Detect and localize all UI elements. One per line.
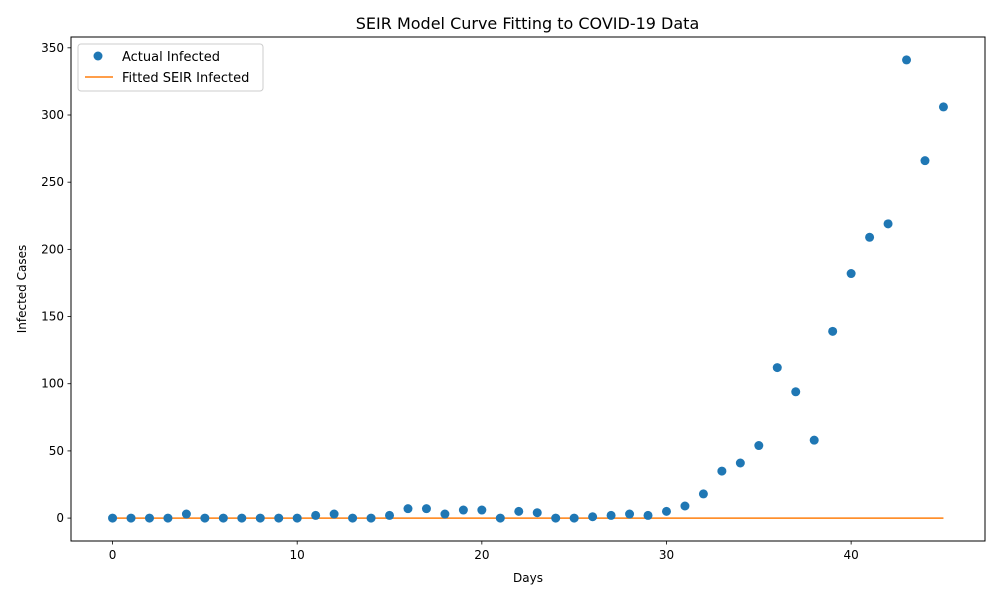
x-tick-label: 30	[659, 548, 674, 562]
y-tick-label: 250	[41, 175, 64, 189]
data-point-actual-infected	[828, 326, 838, 336]
data-point-actual-infected	[385, 510, 395, 520]
data-point-actual-infected	[569, 513, 579, 523]
data-point-actual-infected	[403, 504, 413, 514]
legend-label-actual-infected: Actual Infected	[122, 50, 220, 65]
legend-box	[77, 43, 264, 92]
legend-label-fitted-seir: Fitted SEIR Infected	[122, 71, 249, 86]
data-point-actual-infected	[292, 513, 302, 523]
data-point-actual-infected	[532, 508, 542, 518]
data-point-actual-infected	[311, 510, 321, 520]
data-point-actual-infected	[717, 466, 727, 476]
data-point-actual-infected	[625, 509, 635, 519]
data-point-actual-infected	[735, 458, 745, 468]
data-point-actual-infected	[255, 513, 265, 523]
data-point-actual-infected	[108, 513, 118, 523]
data-point-actual-infected	[181, 509, 191, 519]
x-tick-label: 20	[474, 548, 489, 562]
data-point-actual-infected	[698, 489, 708, 499]
y-tick-label: 100	[41, 377, 64, 391]
data-point-actual-infected	[754, 441, 764, 451]
data-point-actual-infected	[237, 513, 247, 523]
data-point-actual-infected	[846, 269, 856, 279]
data-point-actual-infected	[200, 513, 210, 523]
data-point-actual-infected	[680, 501, 690, 511]
data-point-actual-infected	[495, 513, 505, 523]
x-tick-label: 10	[290, 548, 305, 562]
data-point-actual-infected	[883, 219, 893, 229]
legend-marker-actual-infected	[93, 51, 103, 61]
data-point-actual-infected	[865, 232, 875, 242]
data-point-actual-infected	[902, 55, 912, 65]
data-point-actual-infected	[809, 435, 819, 445]
data-point-actual-infected	[551, 513, 561, 523]
x-tick-label: 40	[843, 548, 858, 562]
plot-area: 0 10 20 30 40 0 50 100 150 200 250 300 350	[41, 41, 948, 562]
y-tick-label: 0	[56, 511, 64, 525]
y-axis-title: Infected Cases	[15, 245, 29, 334]
y-tick-label: 300	[41, 108, 64, 122]
data-point-actual-infected	[791, 387, 801, 397]
data-point-actual-infected	[218, 513, 228, 523]
data-point-actual-infected	[920, 156, 930, 166]
data-point-actual-infected	[938, 102, 948, 112]
data-point-actual-infected	[144, 513, 154, 523]
data-point-actual-infected	[458, 505, 468, 515]
y-tick-label: 200	[41, 242, 64, 256]
data-point-actual-infected	[643, 510, 653, 520]
x-axis-title: Days	[513, 571, 543, 585]
data-point-actual-infected	[274, 513, 284, 523]
plot-frame	[70, 36, 986, 542]
data-point-actual-infected	[661, 506, 671, 516]
y-tick-label: 350	[41, 41, 64, 55]
data-point-actual-infected	[366, 513, 376, 523]
x-tick-label: 0	[109, 548, 117, 562]
y-tick-label: 150	[41, 310, 64, 324]
data-point-actual-infected	[421, 504, 431, 514]
data-point-actual-infected	[772, 363, 782, 373]
data-point-actual-infected	[440, 509, 450, 519]
data-point-actual-infected	[514, 506, 524, 516]
y-tick-label: 50	[49, 444, 64, 458]
data-point-actual-infected	[348, 513, 358, 523]
data-point-actual-infected	[163, 513, 173, 523]
chart-title: SEIR Model Curve Fitting to COVID-19 Dat…	[356, 14, 700, 33]
data-point-actual-infected	[126, 513, 136, 523]
data-point-actual-infected	[329, 509, 339, 519]
data-point-actual-infected	[588, 512, 598, 522]
data-point-actual-infected	[606, 510, 616, 520]
data-point-actual-infected	[477, 505, 487, 515]
legend: Actual Infected Fitted SEIR Infected	[77, 43, 264, 92]
